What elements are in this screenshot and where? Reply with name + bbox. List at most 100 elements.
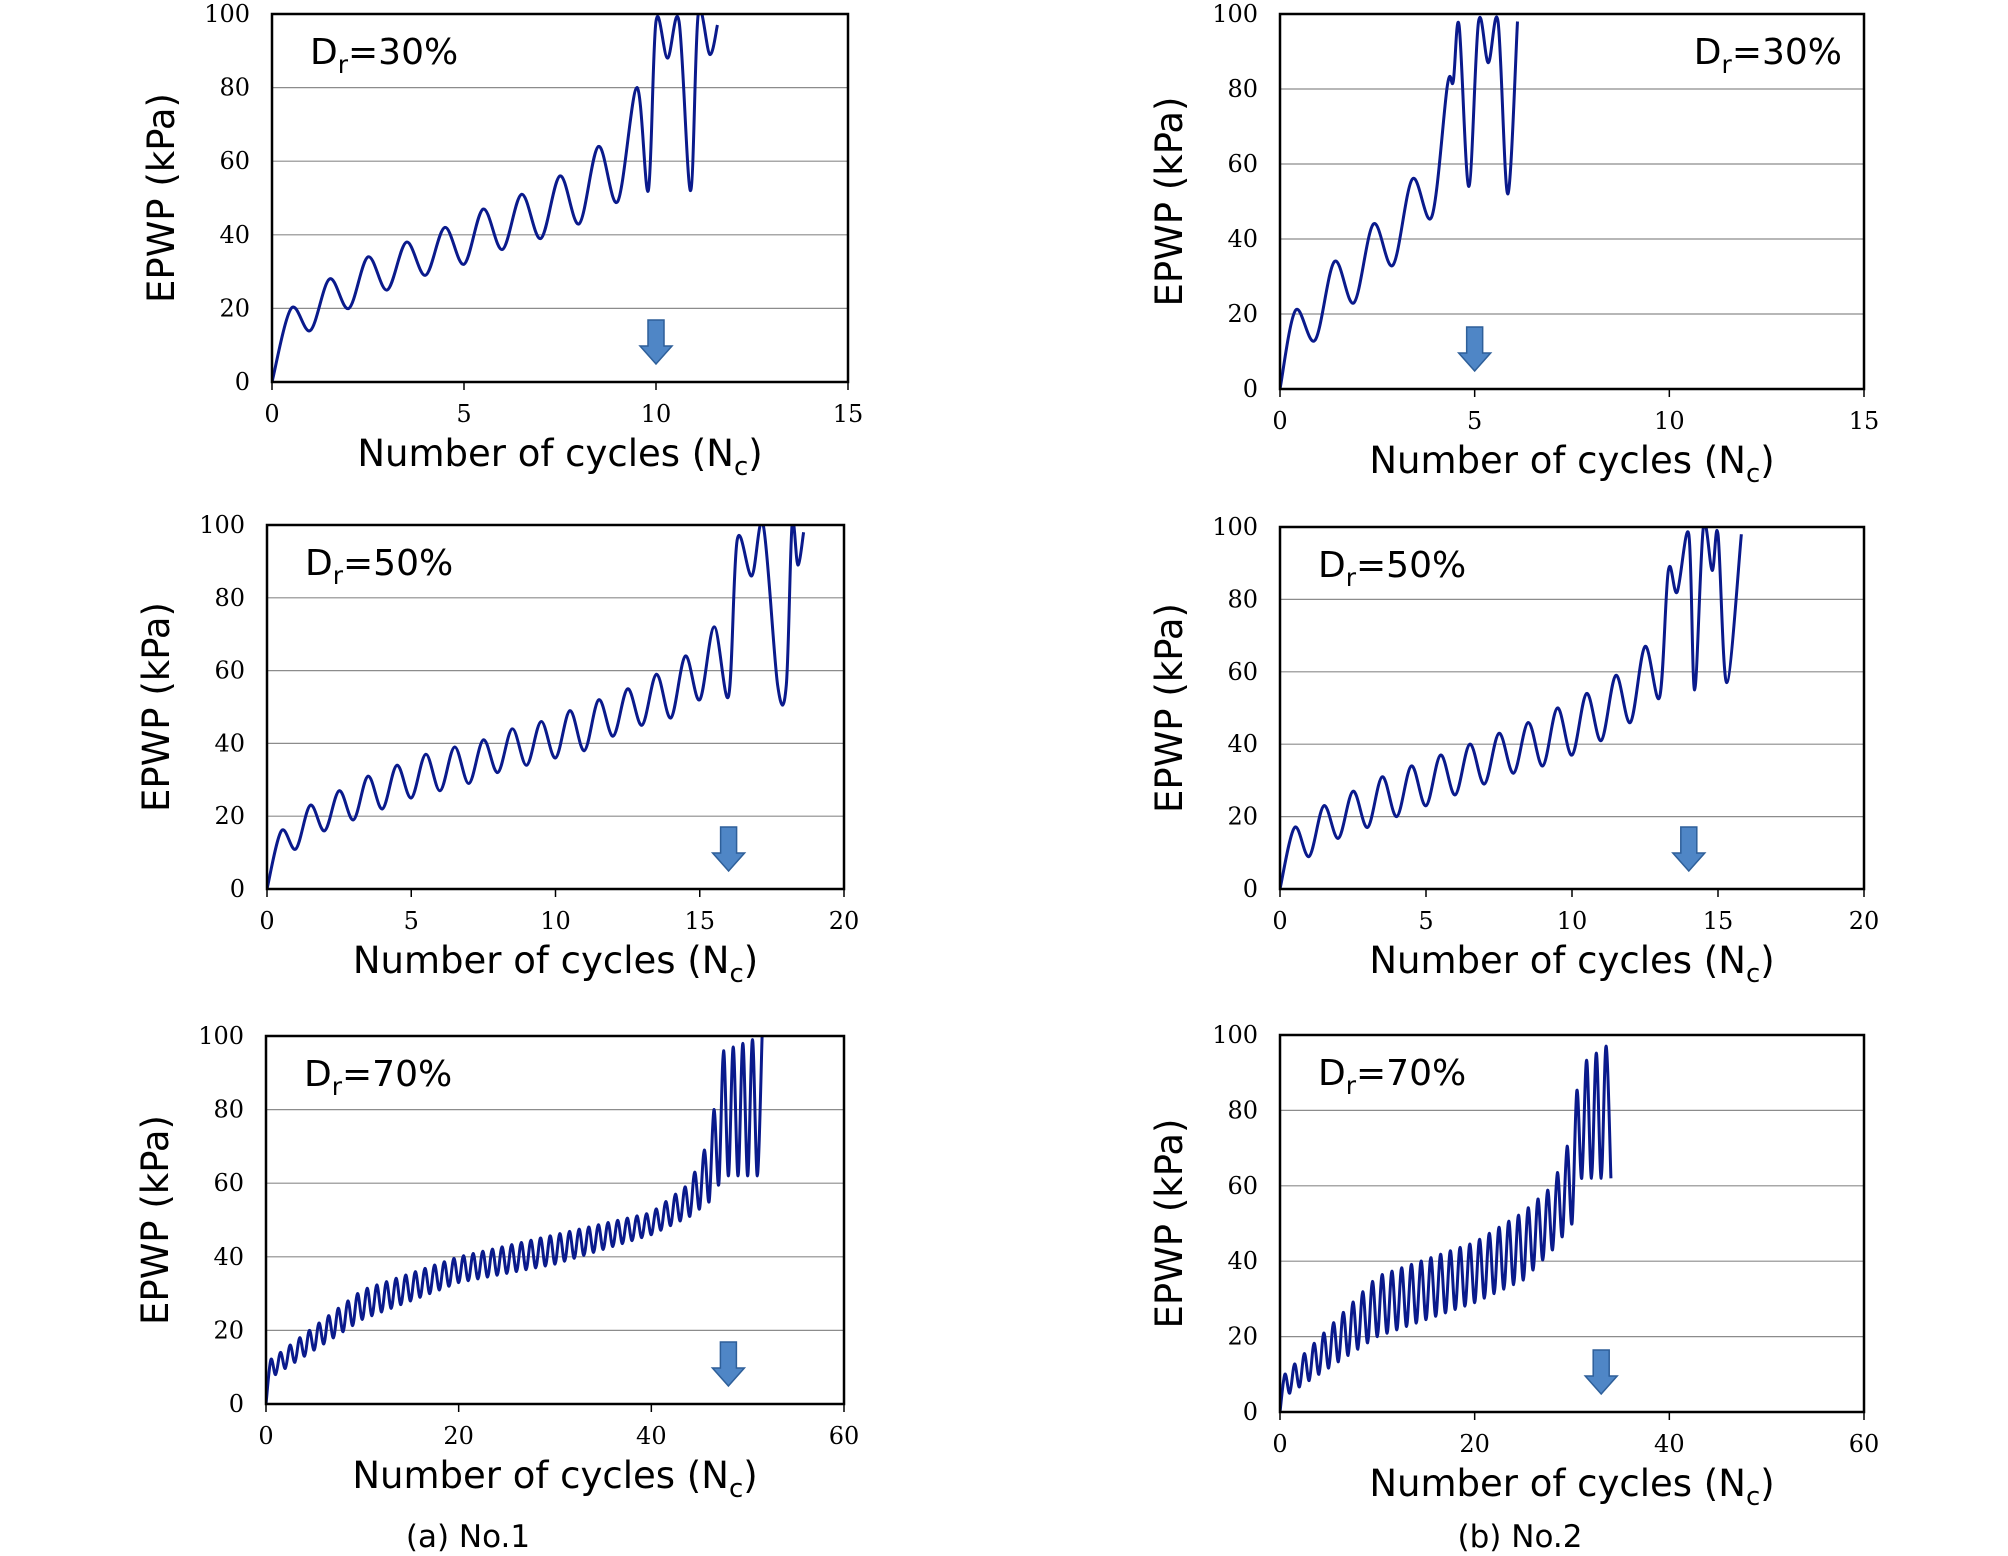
x-axis-label: Number of cycles (Nc) bbox=[1369, 1462, 1774, 1512]
y-tick-label: 80 bbox=[1227, 585, 1258, 613]
plot-frame bbox=[264, 1034, 846, 1406]
panel-a-dr50: 0 20 40 60 80 100 0 5 10 15 20 Dr=50% Number of cycl… bbox=[135, 511, 859, 989]
y-tick-label: 100 bbox=[199, 511, 245, 539]
y-tick-label: 40 bbox=[1227, 730, 1258, 758]
relative-density-label: Dr=30% bbox=[310, 32, 458, 79]
epwp-series-line bbox=[1280, 15, 1519, 390]
x-tick-label: 10 bbox=[1557, 907, 1588, 935]
plot-frame bbox=[1278, 12, 1866, 391]
y-tick-label: 80 bbox=[214, 584, 245, 612]
x-tick-label: 20 bbox=[829, 907, 860, 935]
x-tick-label: 0 bbox=[258, 1422, 273, 1450]
x-axis-label: Number of cycles (Nc) bbox=[353, 939, 758, 989]
y-axis-label: EPWP (kPa) bbox=[135, 602, 178, 812]
x-tick-label: 15 bbox=[833, 400, 864, 428]
x-tick-label: 20 bbox=[443, 1422, 474, 1450]
x-axis-label: Number of cycles (Nc) bbox=[357, 432, 762, 482]
x-tick-label: 15 bbox=[1849, 407, 1880, 435]
y-tick-label: 0 bbox=[235, 368, 250, 396]
y-tick-label: 60 bbox=[219, 147, 250, 175]
x-axis-label: Number of cycles (Nc) bbox=[352, 1454, 757, 1504]
y-tick-label: 0 bbox=[230, 875, 245, 903]
x-axis-label: Number of cycles (Nc) bbox=[1369, 439, 1774, 489]
liquefaction-arrow-icon bbox=[710, 1341, 747, 1388]
liquefaction-arrow-icon bbox=[1671, 826, 1707, 873]
y-tick-label: 60 bbox=[213, 1169, 244, 1197]
epwp-series-line bbox=[1280, 526, 1743, 890]
plot-frame bbox=[1278, 1033, 1866, 1414]
y-tick-label: 0 bbox=[229, 1390, 244, 1418]
epwp-series-line bbox=[266, 1035, 764, 1405]
y-tick-label: 40 bbox=[1227, 225, 1258, 253]
caption-b: (b) No.2 bbox=[1458, 1519, 1583, 1555]
panel-b-dr30: 0 20 40 60 80 100 0 5 10 15 Dr=30% Number of cycles… bbox=[1148, 0, 1879, 489]
y-axis-label: EPWP (kPa) bbox=[1148, 1119, 1191, 1329]
relative-density-label: Dr=50% bbox=[1318, 545, 1466, 592]
plot-frame bbox=[270, 12, 850, 384]
liquefaction-arrow-icon bbox=[1583, 1349, 1619, 1396]
epwp-series-line bbox=[272, 13, 719, 383]
x-tick-label: 40 bbox=[1654, 1430, 1685, 1458]
plot-frame bbox=[265, 523, 846, 891]
y-tick-label: 80 bbox=[213, 1096, 244, 1124]
y-tick-label: 0 bbox=[1243, 1398, 1258, 1426]
y-tick-label: 20 bbox=[1227, 300, 1258, 328]
liquefaction-arrow-icon bbox=[710, 826, 747, 873]
x-tick-label: 10 bbox=[540, 907, 571, 935]
x-tick-label: 10 bbox=[641, 400, 672, 428]
y-tick-label: 40 bbox=[219, 221, 250, 249]
liquefaction-arrow-icon bbox=[638, 319, 674, 366]
y-tick-label: 100 bbox=[198, 1022, 244, 1050]
y-tick-label: 40 bbox=[1227, 1247, 1258, 1275]
x-tick-label: 5 bbox=[1467, 407, 1482, 435]
y-tick-label: 100 bbox=[1212, 1021, 1258, 1049]
x-tick-label: 0 bbox=[1272, 407, 1287, 435]
panel-a-dr70: 0 20 40 60 80 100 0 20 40 60 Dr=70% Number of cycle… bbox=[134, 1022, 859, 1504]
x-tick-label: 5 bbox=[456, 400, 471, 428]
y-tick-label: 0 bbox=[1243, 875, 1258, 903]
plot-frame bbox=[1278, 525, 1866, 891]
x-tick-label: 60 bbox=[829, 1422, 860, 1450]
y-tick-label: 20 bbox=[1227, 1323, 1258, 1351]
y-axis-label: EPWP (kPa) bbox=[134, 1115, 177, 1325]
y-tick-label: 60 bbox=[214, 657, 245, 685]
caption-a: (a) No.1 bbox=[406, 1519, 530, 1555]
y-tick-label: 100 bbox=[204, 0, 250, 28]
y-tick-label: 80 bbox=[219, 74, 250, 102]
y-tick-label: 80 bbox=[1227, 1096, 1258, 1124]
x-tick-label: 5 bbox=[1418, 907, 1433, 935]
x-tick-label: 0 bbox=[1272, 1430, 1287, 1458]
relative-density-label: Dr=70% bbox=[1318, 1053, 1466, 1100]
y-tick-label: 20 bbox=[214, 802, 245, 830]
y-axis-label: EPWP (kPa) bbox=[1148, 97, 1191, 307]
epwp-series-line bbox=[1280, 1044, 1613, 1413]
relative-density-label: Dr=30% bbox=[1694, 32, 1842, 79]
y-tick-label: 40 bbox=[214, 729, 245, 757]
panel-b-dr50: 0 20 40 60 80 100 0 5 10 15 20 Dr=50% Number of cycl… bbox=[1148, 513, 1879, 989]
y-tick-label: 20 bbox=[1227, 803, 1258, 831]
y-axis-label: EPWP (kPa) bbox=[1148, 603, 1191, 813]
y-tick-label: 60 bbox=[1227, 150, 1258, 178]
relative-density-label: Dr=50% bbox=[305, 543, 453, 590]
x-tick-label: 0 bbox=[1272, 907, 1287, 935]
y-tick-label: 60 bbox=[1227, 658, 1258, 686]
y-axis-label: EPWP (kPa) bbox=[140, 93, 183, 303]
x-axis-label: Number of cycles (Nc) bbox=[1369, 939, 1774, 989]
y-tick-label: 100 bbox=[1212, 0, 1258, 28]
x-tick-label: 0 bbox=[264, 400, 279, 428]
y-tick-label: 100 bbox=[1212, 513, 1258, 541]
x-tick-label: 15 bbox=[684, 907, 715, 935]
x-tick-label: 20 bbox=[1849, 907, 1880, 935]
x-tick-label: 5 bbox=[404, 907, 419, 935]
x-tick-label: 60 bbox=[1849, 1430, 1880, 1458]
y-tick-label: 20 bbox=[219, 294, 250, 322]
y-tick-label: 80 bbox=[1227, 75, 1258, 103]
relative-density-label: Dr=70% bbox=[304, 1054, 452, 1101]
y-tick-label: 60 bbox=[1227, 1172, 1258, 1200]
y-tick-label: 0 bbox=[1243, 375, 1258, 403]
y-tick-label: 40 bbox=[213, 1243, 244, 1271]
x-tick-label: 0 bbox=[259, 907, 274, 935]
x-tick-label: 20 bbox=[1459, 1430, 1490, 1458]
y-tick-label: 20 bbox=[213, 1316, 244, 1344]
